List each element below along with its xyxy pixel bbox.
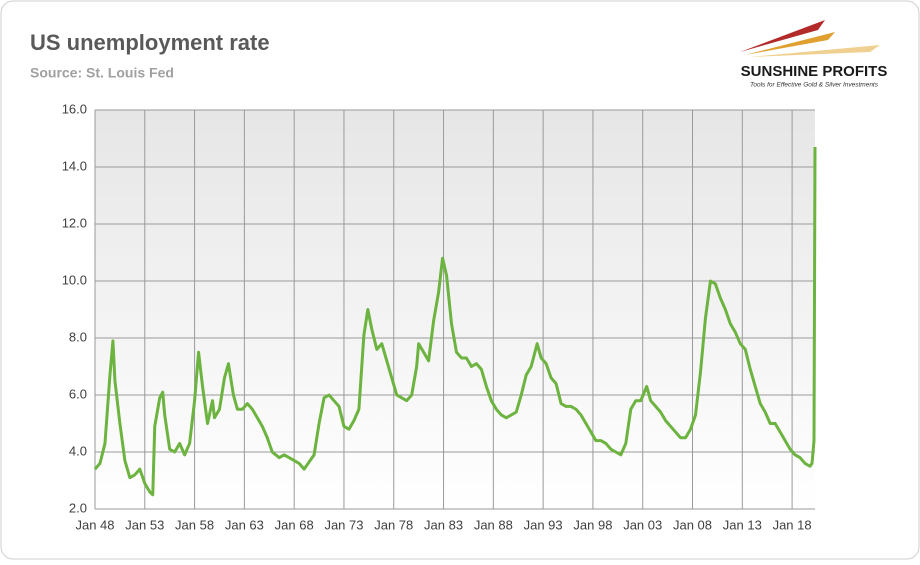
x-tick-label: Jan 88	[474, 517, 513, 532]
x-tick-label: Jan 03	[623, 517, 662, 532]
logo-ray	[745, 32, 835, 55]
x-tick-label: Jan 93	[524, 517, 563, 532]
y-tick-label: 16.0	[62, 101, 87, 116]
y-tick-label: 6.0	[69, 386, 87, 401]
x-tick-label: Jan 08	[673, 517, 712, 532]
logo-ray	[750, 45, 880, 57]
plot-area	[95, 110, 815, 509]
chart-subtitle: Source: St. Louis Fed	[30, 65, 174, 81]
x-tick-label: Jan 18	[773, 517, 812, 532]
x-tick-label: Jan 48	[75, 517, 114, 532]
y-tick-label: 10.0	[62, 272, 87, 287]
x-tick-label: Jan 63	[225, 517, 264, 532]
x-tick-label: Jan 83	[424, 517, 463, 532]
logo-tagline: Tools for Effective Gold & Silver Invest…	[750, 82, 879, 89]
x-tick-label: Jan 98	[573, 517, 612, 532]
x-tick-label: Jan 53	[125, 517, 164, 532]
x-tick-label: Jan 58	[175, 517, 214, 532]
x-tick-label: Jan 78	[374, 517, 413, 532]
logo-name: SUNSHINE PROFITS	[741, 63, 888, 80]
y-tick-label: 4.0	[69, 443, 87, 458]
x-tick-label: Jan 73	[324, 517, 363, 532]
x-tick-label: Jan 13	[723, 517, 762, 532]
chart-title: US unemployment rate	[30, 30, 270, 55]
y-tick-label: 12.0	[62, 215, 87, 230]
logo-ray	[740, 20, 825, 52]
x-tick-label: Jan 68	[275, 517, 314, 532]
y-tick-label: 8.0	[69, 329, 87, 344]
y-tick-label: 14.0	[62, 158, 87, 173]
logo: SUNSHINE PROFITS Tools for Effective Gol…	[740, 20, 887, 89]
data-line	[93, 147, 817, 497]
y-tick-label: 2.0	[69, 500, 87, 515]
